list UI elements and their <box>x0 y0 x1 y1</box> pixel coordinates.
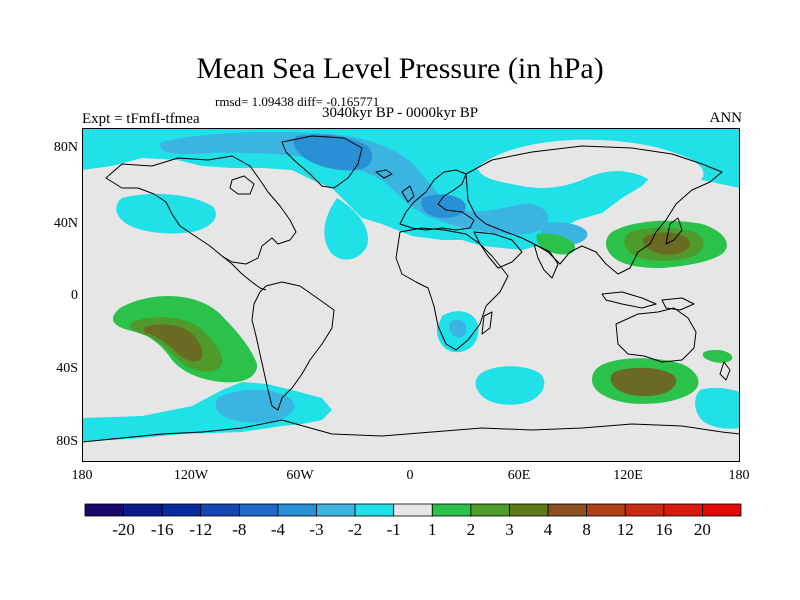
colorbar-cell <box>624 503 665 517</box>
colorbar-label: 1 <box>428 520 437 539</box>
lat-label-40s: 40S <box>56 361 78 376</box>
coast-new-zealand <box>719 361 731 381</box>
colorbar-label: 3 <box>505 520 514 539</box>
colorbar-label: -20 <box>112 520 135 539</box>
colorbar-label: 4 <box>543 520 553 539</box>
coast-britain <box>401 185 415 203</box>
colorbar-cell <box>470 503 510 517</box>
arabia-plus1 <box>536 233 576 255</box>
coast-madagascar <box>481 311 493 335</box>
colorbar-label: 16 <box>655 520 673 539</box>
coast-iceland <box>375 169 393 179</box>
coast-australia <box>615 307 697 363</box>
lat-label-0: 0 <box>71 288 78 303</box>
lon-label-60w: 60W <box>286 468 314 483</box>
colorbar-cells <box>84 503 742 517</box>
colorbar-cell <box>123 503 163 517</box>
lon-label-0: 0 <box>406 468 414 483</box>
greenland-minus3 <box>293 134 373 171</box>
colorbar-cell <box>509 503 549 517</box>
coast-antarctica <box>82 419 740 443</box>
season-label: ANN <box>709 110 743 126</box>
map-title: Mean Sea Level Pressure (in hPa) <box>196 52 604 85</box>
coast-arabia <box>473 231 523 269</box>
colorbar-cell <box>277 503 317 517</box>
experiment-label: Expt = tFmfI-tfmea <box>82 111 200 127</box>
colorbar-label: 20 <box>693 520 711 539</box>
colorbar-cell <box>547 503 588 517</box>
positive-anomaly-regions <box>112 220 733 404</box>
colorbar-label: -16 <box>150 520 174 539</box>
coastlines <box>82 135 740 443</box>
lon-label-60e: 60E <box>507 468 531 483</box>
coast-indonesia <box>601 291 657 309</box>
colorbar <box>84 503 742 517</box>
coast-central-america <box>221 255 267 291</box>
s-indian-minus1 <box>695 387 740 429</box>
colorbar-label: 2 <box>466 520 476 539</box>
lat-label-80s: 80S <box>56 434 78 449</box>
europe-minus3 <box>421 194 466 218</box>
coast-south-america <box>251 281 335 411</box>
colorbar-label: -8 <box>232 520 247 539</box>
colorbar-cell <box>702 503 742 517</box>
atlantic-minus1-bulge <box>324 198 368 260</box>
negative-anomaly-regions <box>82 128 740 442</box>
lon-label-120w: 120W <box>173 468 209 483</box>
colorbar-cell <box>161 503 202 517</box>
coast-india <box>533 243 559 279</box>
colorbar-label: -1 <box>386 520 401 539</box>
africa-minus2 <box>449 319 467 338</box>
colorbar-label: 8 <box>582 520 591 539</box>
n-pacific-minus1 <box>116 193 216 234</box>
coast-asia <box>465 145 723 275</box>
colorbar-label: 12 <box>616 520 634 539</box>
coast-hudson-bay <box>229 175 255 195</box>
colorbar-cell <box>316 503 356 517</box>
coast-new-guinea <box>661 297 695 311</box>
colorbar-label: -12 <box>189 520 213 539</box>
colorbar-cell <box>84 503 124 517</box>
coast-japan <box>665 217 683 245</box>
coast-africa <box>395 227 509 351</box>
australia-plus1 <box>702 349 733 363</box>
colorbar-cell <box>431 503 472 517</box>
colorbar-label: -4 <box>270 520 286 539</box>
s-indian-plus3 <box>610 367 677 397</box>
lat-label-80n: 80N <box>53 140 78 155</box>
lon-label-120e: 120E <box>613 468 643 483</box>
colorbar-cell <box>200 503 240 517</box>
lat-label-40n: 40N <box>53 216 78 231</box>
coast-greenland <box>281 135 363 189</box>
period-label: 3040kyr BP - 0000kyr BP <box>322 105 479 121</box>
southern-ocean-minus2 <box>215 389 295 423</box>
pressure-anomaly-map <box>82 128 740 462</box>
s-pacific-plus3 <box>143 324 203 362</box>
colorbar-cell <box>663 503 703 517</box>
map-frame <box>82 128 740 462</box>
coast-north-america <box>105 155 297 265</box>
coast-europe <box>399 169 475 231</box>
south-atlantic-minus1 <box>475 366 545 405</box>
lon-label-180e: 180 <box>728 468 750 483</box>
lon-label-180w: 180 <box>71 468 93 483</box>
rmsd-diff-stats: rmsd= 1.09438 diff= -0.165771 <box>215 94 380 109</box>
colorbar-cell <box>393 503 433 517</box>
colorbar-cell <box>586 503 626 517</box>
colorbar-cell <box>238 503 279 517</box>
colorbar-label: -2 <box>348 520 363 539</box>
colorbar-label: -3 <box>309 520 324 539</box>
colorbar-cell <box>354 503 395 517</box>
